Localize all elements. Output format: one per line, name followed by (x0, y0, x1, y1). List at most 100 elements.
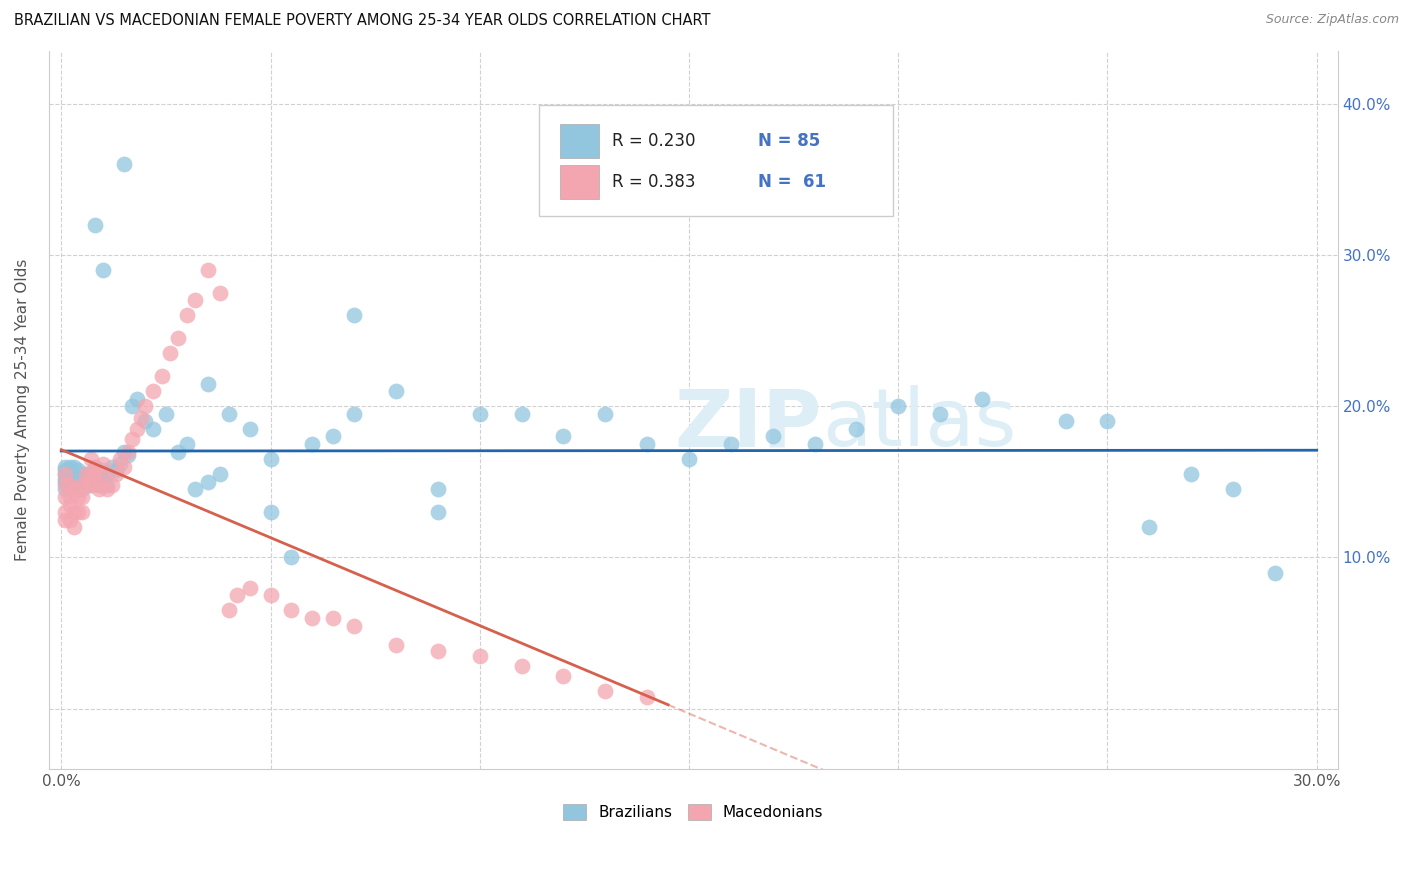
Point (117, 448, 139, 462)
Text: atlas: atlas (823, 385, 1017, 463)
Point (259, 452, 281, 467)
Point (63, 478, 86, 492)
Text: R = 0.383: R = 0.383 (612, 173, 696, 191)
Point (176, 309, 198, 323)
Point (112, 157, 135, 171)
Point (167, 331, 190, 345)
Point (70, 505, 93, 519)
Point (280, 550, 302, 565)
Point (91, 467, 114, 482)
Point (100, 459, 122, 474)
Point (343, 309, 366, 323)
Point (55, 467, 77, 482)
Point (1137, 520, 1160, 534)
Point (226, 588, 249, 602)
Point (510, 407, 533, 421)
Point (510, 659, 533, 673)
Point (63, 520, 86, 534)
Point (1097, 414, 1119, 428)
Point (91, 263, 114, 277)
Point (280, 603, 302, 617)
Point (55, 478, 77, 492)
Point (87, 483, 110, 497)
FancyBboxPatch shape (538, 104, 893, 216)
Point (59, 490, 82, 504)
Point (121, 433, 143, 447)
Point (150, 368, 173, 383)
Point (595, 683, 617, 698)
Text: N = 85: N = 85 (758, 132, 820, 150)
Point (67, 483, 90, 497)
Point (117, 444, 139, 458)
Legend: Brazilians, Macedonians: Brazilians, Macedonians (557, 798, 830, 826)
Point (79, 467, 101, 482)
Point (79, 478, 101, 492)
Point (343, 618, 366, 632)
Point (112, 444, 135, 458)
Point (96, 483, 118, 497)
Point (91, 463, 114, 477)
Point (104, 467, 127, 482)
Point (197, 263, 219, 277)
Point (96, 478, 118, 492)
Point (595, 407, 617, 421)
Point (678, 452, 700, 467)
Point (96, 467, 118, 482)
Point (59, 478, 82, 492)
Point (167, 444, 190, 458)
Point (79, 467, 101, 482)
Point (55, 490, 77, 504)
Point (63, 483, 86, 497)
FancyBboxPatch shape (561, 165, 599, 200)
Text: N =  61: N = 61 (758, 173, 825, 191)
Point (209, 467, 232, 482)
Point (125, 392, 148, 406)
Point (803, 437, 825, 451)
Point (1222, 483, 1244, 497)
Point (176, 437, 198, 451)
Point (155, 407, 177, 421)
Point (343, 407, 366, 421)
Point (59, 467, 82, 482)
Point (70, 467, 93, 482)
Point (67, 505, 90, 519)
Point (67, 472, 90, 486)
Point (184, 483, 207, 497)
Point (59, 472, 82, 486)
Point (83, 467, 105, 482)
Point (184, 293, 207, 308)
Point (134, 399, 156, 413)
Point (75, 467, 97, 482)
Text: R = 0.230: R = 0.230 (612, 132, 696, 150)
Point (104, 463, 127, 477)
Point (129, 411, 152, 425)
Point (87, 467, 110, 482)
Point (301, 437, 323, 451)
Point (91, 457, 114, 471)
Point (553, 429, 575, 443)
Point (79, 452, 101, 467)
Point (55, 459, 77, 474)
Point (55, 463, 77, 477)
Point (59, 478, 82, 492)
Point (301, 611, 323, 625)
Point (1180, 467, 1202, 482)
Point (108, 452, 131, 467)
Point (87, 478, 110, 492)
Point (209, 285, 232, 300)
Point (218, 407, 240, 421)
Point (1054, 414, 1077, 428)
Point (83, 459, 105, 474)
Point (59, 483, 82, 497)
Point (75, 475, 97, 489)
Point (70, 475, 93, 489)
Text: Source: ZipAtlas.com: Source: ZipAtlas.com (1265, 13, 1399, 27)
Point (426, 644, 449, 658)
FancyBboxPatch shape (561, 124, 599, 159)
Point (75, 467, 97, 482)
Point (67, 463, 90, 477)
Point (468, 648, 491, 663)
Point (636, 690, 658, 704)
Point (845, 422, 868, 436)
Point (142, 384, 165, 398)
